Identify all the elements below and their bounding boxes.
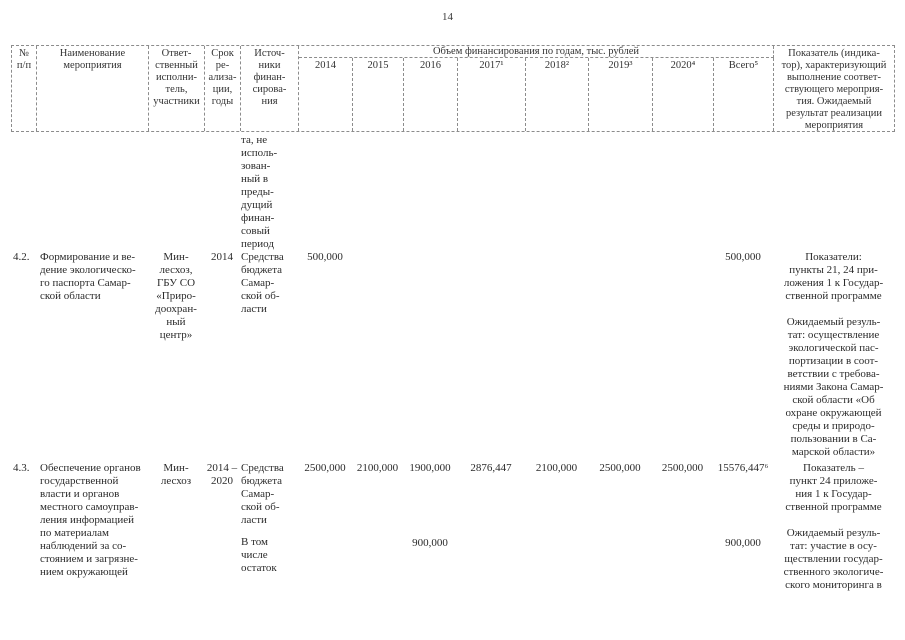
row-4-3-source: Средства бюджета Самар- ской об- ласти — [241, 462, 284, 526]
row-4-3-value-2018: 2100,000 — [535, 462, 578, 474]
row-4-2-term: 2014 — [211, 251, 233, 263]
row-4-3-note-value-2016: 900,000 — [412, 537, 448, 549]
header-year-2016: 2016 — [404, 58, 458, 131]
header-col-executor: Ответ- ственный исполни- тель, участники — [149, 46, 205, 131]
header-year-2014: 2014 — [299, 58, 353, 131]
header-year-2018: 2018² — [526, 58, 589, 131]
row-4-2-num: 4.2. — [13, 251, 30, 263]
row-4-2-name: Формирование и ве- дение экологическо- г… — [40, 251, 136, 302]
header-year-2019: 2019³ — [589, 58, 653, 131]
row-4-3-value-total: 15576,447⁶ — [717, 462, 769, 474]
row-4-3-executor: Мин- лесхоз — [160, 462, 192, 487]
row-4-3-indicator: Показатель – пункт 24 приложе- ния 1 к Г… — [783, 462, 884, 591]
header-year-2017: 2017¹ — [458, 58, 526, 131]
row-4-2-source: Средства бюджета Самар- ской об- ласти — [241, 251, 284, 315]
row-4-3-value-2014: 2500,000 — [304, 462, 346, 474]
header-year-total: Всего⁵ — [714, 58, 774, 131]
header-col-num: № п/п — [12, 46, 37, 131]
row-4-3-value-2016: 1900,000 — [409, 462, 451, 474]
header-finance-title: Объем финансирования по годам, тыс. рубл… — [299, 46, 774, 58]
header-col-indicator: Показатель (индика- тор), характеризующи… — [781, 48, 887, 131]
row-4-3-note-value-total: 900,000 — [725, 537, 761, 549]
row-4-2-executor: Мин- лесхоз, ГБУ СО «Приро- доохран- ный… — [155, 251, 197, 341]
carryover-source-text: та, не исполь- зован- ный в преды- дущий… — [241, 134, 278, 250]
row-4-3-value-2017: 2876,447 — [470, 462, 512, 474]
row-4-2-indicator: Показатели: пункты 21, 24 при- ложения 1… — [783, 251, 884, 458]
row-4-3-name: Обеспечение органов государственной влас… — [40, 462, 141, 578]
row-4-2-value-2014: 500,000 — [307, 251, 343, 263]
row-4-3-value-2020: 2500,000 — [661, 462, 704, 474]
header-year-2015: 2015 — [353, 58, 404, 131]
header-col-source: Источ- ники финан- сирова- ния — [241, 46, 299, 131]
row-4-2-value-total: 500,000 — [725, 251, 761, 263]
row-4-3-num: 4.3. — [13, 462, 30, 474]
header-year-2020: 2020⁴ — [653, 58, 714, 131]
row-4-3-source-note: В том числе остаток — [241, 536, 277, 574]
header-col-term: Срок ре- ализа- ции, годы — [205, 46, 241, 131]
row-4-3-value-2015: 2100,000 — [356, 462, 399, 474]
row-4-3-value-2019: 2500,000 — [599, 462, 641, 474]
row-4-3-term: 2014 – 2020 — [206, 462, 238, 487]
page-number: 14 — [442, 11, 453, 23]
table-header: № п/п Наименование мероприятия Ответ- ст… — [11, 45, 895, 132]
header-col-name: Наименование мероприятия — [37, 46, 149, 131]
